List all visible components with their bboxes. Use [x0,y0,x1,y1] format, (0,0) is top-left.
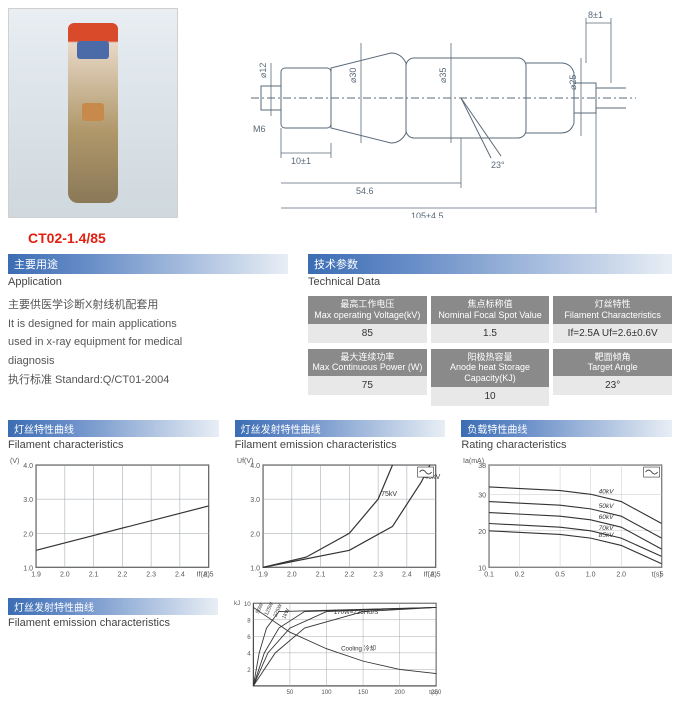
svg-text:2.1: 2.1 [315,571,325,578]
svg-text:2.0: 2.0 [617,571,627,578]
svg-text:4: 4 [247,651,251,658]
svg-text:40kV: 40kV [599,488,615,495]
chart2-title-en: Filament emission characteristics [235,439,446,451]
dim-d12: ⌀12 [258,63,268,78]
svg-text:6: 6 [247,634,251,641]
svg-text:1.0: 1.0 [586,571,596,578]
svg-text:10: 10 [244,601,251,608]
svg-text:1.9: 1.9 [258,571,268,578]
dim-10: 10±1 [291,156,311,166]
svg-text:2.1: 2.1 [89,571,99,578]
tech-cell-value: 23° [553,376,672,395]
svg-text:20: 20 [479,529,487,536]
app-line5: 执行标准 Standard:Q/CT01-2004 [8,371,288,390]
svg-text:10: 10 [479,565,487,572]
dim-m6: M6 [253,124,266,134]
dim-d25: ⌀25 [568,75,578,90]
svg-text:Cooling 冷却: Cooling 冷却 [341,645,376,653]
tech-cell-value: 10 [431,387,550,406]
tech-cell-header: 最高工作电压Max operating Voltage(kV) [308,296,427,324]
svg-text:kJ: kJ [234,600,240,607]
svg-text:2.2: 2.2 [344,571,354,578]
svg-text:50: 50 [286,689,293,696]
chart1-title-en: Filament characteristics [8,439,219,451]
chart4-title-en: Filament emission characteristics [8,617,218,629]
svg-text:75kV: 75kV [381,491,397,498]
svg-text:(V): (V) [10,458,19,465]
svg-text:2.4: 2.4 [402,571,412,578]
svg-text:2.3: 2.3 [146,571,156,578]
svg-text:0.1: 0.1 [485,571,495,578]
svg-text:4.0: 4.0 [23,463,33,470]
tech-cell-header: 最大连续功率Max Continuous Power (W) [308,349,427,377]
svg-text:1.0: 1.0 [250,565,260,572]
chart1: 1.92.02.12.22.32.42.51.02.03.04.0(V)If(A… [8,455,219,585]
svg-text:t(s): t(s) [652,571,662,578]
app-line1: 主要供医学诊断X射线机配套用 [8,296,288,315]
chart4: 50100150200250246810kJt(s)50W125W225W1kW… [234,598,445,699]
svg-text:Ia(mA): Ia(mA) [463,458,484,465]
svg-text:2.2: 2.2 [117,571,127,578]
svg-text:2.3: 2.3 [373,571,383,578]
dim-8: 8±1 [588,10,603,20]
svg-text:100: 100 [321,689,332,696]
tech-cell-value: If=2.5A Uf=2.6±0.6V [553,324,672,343]
svg-text:If(A): If(A) [423,571,436,578]
svg-text:85kV: 85kV [599,532,615,539]
tech-cell-header: 焦点标称值Nominal Focal Spot Value [431,296,550,324]
svg-text:8: 8 [247,618,251,625]
svg-text:0.2: 0.2 [515,571,525,578]
model-number: CT02-1.4/85 [28,230,672,246]
svg-text:60kV: 60kV [599,514,615,521]
dim-d35: ⌀35 [438,68,448,83]
engineering-drawing: ⌀12 ⌀30 ⌀35 ⌀25 M6 10±1 23° 54.6 105±4.5… [190,8,672,218]
application-header-cn: 主要用途 [8,254,288,274]
svg-text:2.0: 2.0 [250,531,260,538]
tech-cell-header: 阳极热容量Anode heat Storage Capacity(KJ) [431,349,550,387]
svg-text:150: 150 [358,689,369,696]
svg-text:Uf(V): Uf(V) [237,458,253,465]
dim-546: 54.6 [356,186,374,196]
svg-text:t(s): t(s) [429,689,438,696]
chart3-title-en: Rating characteristics [461,439,672,451]
svg-text:2.0: 2.0 [60,571,70,578]
chart1-title-cn: 灯丝特性曲线 [8,420,219,437]
svg-text:30: 30 [479,492,487,499]
svg-text:2.0: 2.0 [287,571,297,578]
app-line3: used in x-ray equipment for medical [8,333,288,352]
chart2-title-cn: 灯丝发射特性曲线 [235,420,446,437]
chart4-title-cn: 灯丝发射特性曲线 [8,598,218,615]
tech-cell-header: 靶面倾角Target Angle [553,349,672,377]
svg-text:70kV: 70kV [599,525,615,532]
app-line2: It is designed for main applications [8,315,288,334]
svg-text:0.5: 0.5 [556,571,566,578]
svg-text:2: 2 [247,667,251,674]
svg-text:3.0: 3.0 [250,497,260,504]
tech-data-table: 最高工作电压Max operating Voltage(kV)85焦点标称值No… [308,296,672,406]
product-photo [8,8,178,218]
svg-text:200: 200 [395,689,406,696]
chart2: 1.92.02.12.22.32.42.51.02.03.04.0Uf(V)If… [235,455,446,585]
tech-header-cn: 技术参数 [308,254,672,274]
application-header-en: Application [8,276,288,288]
chart3-title-cn: 负载特性曲线 [461,420,672,437]
svg-text:If(A): If(A) [197,571,210,578]
svg-text:2.0: 2.0 [23,531,33,538]
dim-d30: ⌀30 [348,68,358,83]
svg-text:170W=225HU/S: 170W=225HU/S [334,609,379,616]
dim-23: 23° [491,160,505,170]
tech-cell-header: 灯丝特性Filament Characteristics [553,296,672,324]
app-line4: diagnosis [8,352,288,371]
tech-header-en: Technical Data [308,276,672,288]
tech-cell-value: 75 [308,376,427,395]
dim-105: 105±4.5 [411,211,443,218]
svg-text:1.0: 1.0 [23,565,33,572]
tech-cell-value: 85 [308,324,427,343]
svg-text:3.0: 3.0 [23,497,33,504]
svg-text:50kV: 50kV [599,503,615,510]
chart3: 0.10.20.51.02.0510203038Ia(mA)t(s)40kV50… [461,455,672,585]
tech-cell-value: 1.5 [431,324,550,343]
svg-text:2.4: 2.4 [175,571,185,578]
svg-text:1.9: 1.9 [31,571,41,578]
